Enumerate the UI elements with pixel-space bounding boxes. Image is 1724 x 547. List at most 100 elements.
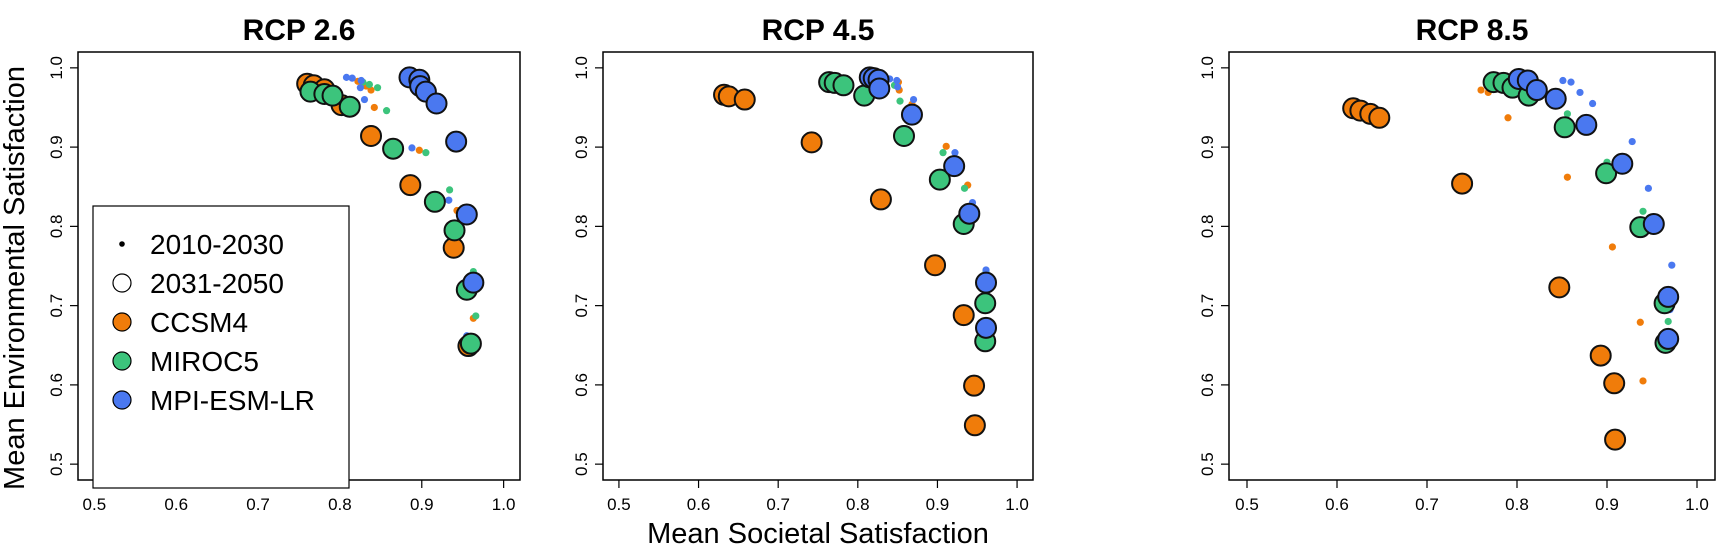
point-2031-2050-mpi-esm-lr — [975, 316, 998, 339]
legend-marker-open-circle — [112, 273, 132, 293]
dot-2010-2030-miroc5 — [382, 107, 391, 115]
y-tick-label: 0.6 — [1198, 373, 1217, 397]
x-tick-label: 0.6 — [687, 495, 711, 514]
dot-2010-2030-ccsm4 — [1504, 114, 1512, 122]
y-tick-label: 1.0 — [47, 56, 66, 80]
dot-2010-2030-miroc5 — [1563, 110, 1571, 118]
point-2031-2050-ccsm4 — [1548, 276, 1571, 299]
x-tick-label: 0.8 — [328, 495, 352, 514]
x-tick-label: 0.9 — [1595, 495, 1619, 514]
x-tick-label: 0.9 — [926, 495, 950, 514]
y-tick-label: 0.7 — [572, 294, 591, 318]
dot-2010-2030-miroc5 — [896, 97, 904, 105]
point-2031-2050-mpi-esm-lr — [1611, 152, 1634, 175]
dot-2010-2030-miroc5 — [1639, 207, 1647, 215]
y-tick-label: 0.6 — [47, 373, 66, 397]
dot-2010-2030-mpi-esm-lr — [982, 266, 990, 274]
dot-2010-2030-mpi-esm-lr — [342, 73, 351, 81]
point-2031-2050-miroc5 — [974, 292, 997, 315]
legend-box — [92, 205, 350, 489]
point-2031-2050-mpi-esm-lr — [975, 271, 998, 294]
y-tick-label: 0.8 — [47, 215, 66, 239]
point-2031-2050-ccsm4 — [869, 188, 892, 211]
dot-2010-2030-ccsm4 — [1636, 318, 1644, 326]
point-2031-2050-mpi-esm-lr — [1525, 79, 1548, 102]
x-tick-label: 1.0 — [492, 495, 516, 514]
dot-2010-2030-mpi-esm-lr — [893, 76, 901, 85]
dot-2010-2030-miroc5 — [960, 184, 969, 192]
panel-title: RCP 8.5 — [1416, 14, 1529, 47]
point-2031-2050-miroc5 — [928, 168, 951, 191]
dot-2010-2030-mpi-esm-lr — [951, 149, 959, 157]
x-tick-label: 0.6 — [1325, 495, 1349, 514]
x-tick-label: 0.7 — [766, 495, 790, 514]
dot-2010-2030-mpi-esm-lr — [909, 95, 918, 104]
y-tick-label: 0.9 — [47, 135, 66, 159]
dot-2010-2030-mpi-esm-lr — [1576, 88, 1584, 97]
y-tick-label: 0.5 — [47, 452, 66, 476]
point-2031-2050-mpi-esm-lr — [1657, 285, 1680, 308]
point-2031-2050-ccsm4 — [1603, 372, 1626, 395]
dot-2010-2030-ccsm4 — [1639, 377, 1647, 385]
legend-label: 2031-2050 — [150, 268, 284, 299]
point-2031-2050-miroc5 — [443, 219, 466, 242]
dot-2010-2030-mpi-esm-lr — [1644, 184, 1652, 192]
point-2031-2050-mpi-esm-lr — [868, 77, 891, 100]
point-2031-2050-mpi-esm-lr — [455, 203, 478, 226]
point-2031-2050-miroc5 — [321, 84, 344, 107]
x-tick-label: 0.9 — [410, 495, 434, 514]
point-2031-2050-ccsm4 — [733, 88, 756, 111]
panel-title: RCP 2.6 — [243, 14, 356, 47]
x-tick-label: 0.8 — [1505, 495, 1529, 514]
dot-2010-2030-mpi-esm-lr — [1589, 99, 1597, 108]
legend-marker-mpi-esm-lr — [112, 390, 132, 410]
y-tick-label: 0.5 — [572, 452, 591, 476]
dot-2010-2030-ccsm4 — [1608, 243, 1616, 251]
x-tick-label: 0.6 — [164, 495, 188, 514]
dot-2010-2030-mpi-esm-lr — [357, 76, 365, 85]
point-2031-2050-ccsm4 — [1368, 106, 1391, 129]
y-tick-label: 0.7 — [1198, 294, 1217, 318]
y-tick-label: 0.8 — [1198, 215, 1217, 239]
point-2031-2050-ccsm4 — [360, 125, 383, 148]
y-tick-label: 0.6 — [572, 373, 591, 397]
point-2031-2050-ccsm4 — [952, 304, 975, 327]
dot-2010-2030-ccsm4 — [1563, 173, 1571, 181]
dot-2010-2030-ccsm4 — [370, 103, 378, 112]
legend-label: CCSM4 — [150, 307, 248, 338]
dot-2010-2030-miroc5 — [939, 149, 947, 157]
dot-2010-2030-miroc5 — [1664, 317, 1672, 326]
point-2031-2050-miroc5 — [459, 332, 482, 355]
legend-marker-dot — [119, 241, 125, 247]
legend-label: 2010-2030 — [150, 229, 284, 260]
dot-2010-2030-miroc5 — [373, 84, 382, 92]
dot-2010-2030-ccsm4 — [415, 146, 423, 154]
point-2031-2050-miroc5 — [893, 125, 915, 148]
point-2031-2050-miroc5 — [1553, 116, 1576, 139]
y-tick-label: 0.7 — [47, 294, 66, 318]
point-2031-2050-mpi-esm-lr — [425, 92, 448, 115]
dot-2010-2030-mpi-esm-lr — [1628, 137, 1636, 146]
panels: RCP 2.6 0.5 0.6 0.7 0.8 0.9 1.0 0.5 0.6 0.7 0.8 0.9… — [47, 14, 1716, 514]
panel-3: RCP 8.5 0.5 0.6 0.7 0.8 0.9 1.0 0.5 0.6 0.7 0.8 0.9… — [1198, 14, 1716, 514]
point-2031-2050-ccsm4 — [963, 374, 986, 397]
point-2031-2050-ccsm4 — [800, 131, 823, 154]
legend-label: MIROC5 — [150, 346, 259, 377]
y-tick-label: 0.9 — [572, 135, 591, 159]
point-2031-2050-mpi-esm-lr — [1575, 113, 1598, 136]
point-2031-2050-miroc5 — [423, 190, 446, 213]
dot-2010-2030-ccsm4 — [367, 86, 375, 94]
panel-title: RCP 4.5 — [762, 14, 875, 47]
point-2031-2050-miroc5 — [338, 95, 361, 118]
x-axis-title: Mean Societal Satisfaction — [647, 518, 989, 547]
y-tick-label: 0.5 — [1198, 452, 1217, 476]
dot-2010-2030-mpi-esm-lr — [1668, 261, 1676, 269]
dot-2010-2030-mpi-esm-lr — [1567, 78, 1575, 86]
plot-frame — [602, 51, 1034, 481]
x-tick-label: 0.7 — [1415, 495, 1439, 514]
legend: 2010-2030 2031-2050 CCSM4 MIROC5 MPI-ESM-LR — [92, 205, 350, 489]
dot-2010-2030-mpi-esm-lr — [408, 144, 416, 152]
point-2031-2050-miroc5 — [382, 137, 405, 160]
dot-2010-2030-miroc5 — [422, 149, 430, 157]
y-tick-label: 1.0 — [572, 56, 591, 80]
